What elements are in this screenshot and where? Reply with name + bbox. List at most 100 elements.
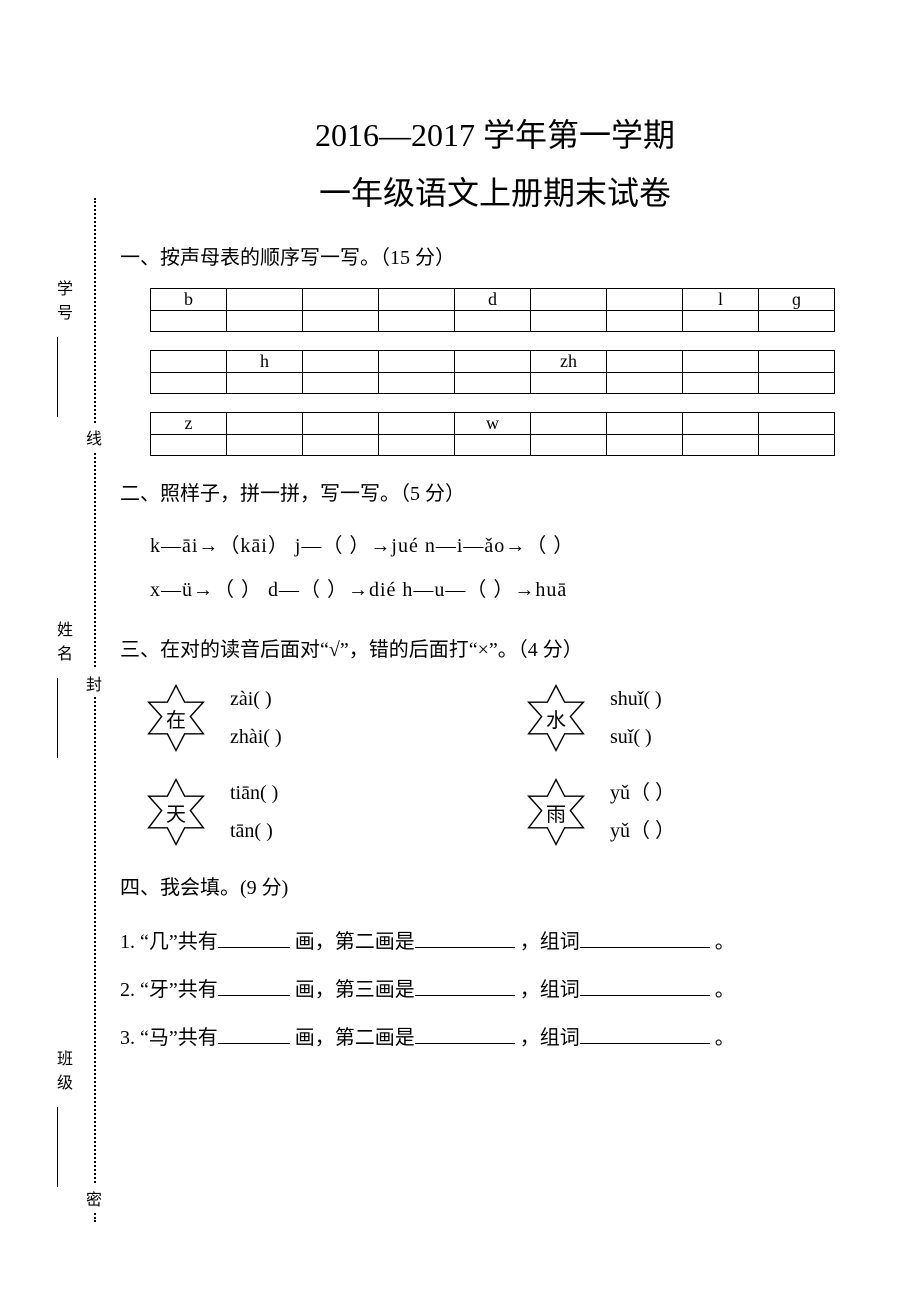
blank (218, 1024, 290, 1044)
q1-cell (607, 351, 683, 373)
q4-num: 3. (120, 1027, 135, 1049)
q4-text: “几”共有 (140, 931, 218, 953)
q1-cell: l (683, 289, 759, 311)
q1-cell (531, 413, 607, 435)
binding-label-feng: 封 (86, 669, 102, 697)
q4-text: “牙”共有 (140, 979, 218, 1001)
binding-label-mi: 密 (86, 1184, 102, 1212)
q1-cell (759, 351, 835, 373)
q4-num: 2. (120, 979, 135, 1001)
q1-cell (759, 413, 835, 435)
q3-readings: yǔ（ ） yǔ（ ） (610, 774, 675, 850)
binding-label-xian: 线 (86, 423, 102, 451)
star-char: 雨 (520, 776, 592, 848)
blank (218, 976, 290, 996)
q1-grid-3: z w (150, 412, 870, 456)
reading: zài( ) (230, 680, 282, 718)
star-shape: 雨 (520, 776, 592, 848)
q1-cell (455, 351, 531, 373)
q1-cell (303, 413, 379, 435)
q1-cell (151, 351, 227, 373)
q1-grid-1: b d l ɡ (150, 288, 870, 332)
q4-text: ，组词 (520, 931, 580, 953)
binding-strip: 密 封 线 (74, 198, 114, 1222)
field-name-line (57, 678, 58, 758)
q1-cell: d (455, 289, 531, 311)
q3-item: 雨 yǔ（ ） yǔ（ ） (520, 774, 870, 850)
star-char: 天 (140, 776, 212, 848)
reading: tān( ) (230, 812, 278, 850)
star-char: 在 (140, 682, 212, 754)
q1-cell (227, 413, 303, 435)
field-name: 姓名 (50, 621, 74, 669)
q1-cell: w (455, 413, 531, 435)
q1-cell: zh (531, 351, 607, 373)
q3-item: 在 zài( ) zhài( ) (140, 680, 490, 756)
star-shape: 水 (520, 682, 592, 754)
field-number-line (57, 337, 58, 417)
page-content: 2016—2017 学年第一学期 一年级语文上册期末试卷 一、按声母表的顺序写一… (120, 110, 870, 1062)
q1-cell (531, 289, 607, 311)
title-line1: 2016—2017 学年第一学期 (120, 110, 870, 156)
q1-cell (303, 351, 379, 373)
blank (580, 928, 710, 948)
blank (580, 1024, 710, 1044)
title-line2: 一年级语文上册期末试卷 (120, 168, 870, 214)
q3-grid: 在 zài( ) zhài( ) 水 shuǐ( ) suǐ( ) 天 (140, 680, 870, 850)
q1-cell (683, 413, 759, 435)
reading: tiān( ) (230, 774, 278, 812)
q1-cell: z (151, 413, 227, 435)
blank (415, 976, 515, 996)
blank (415, 1024, 515, 1044)
q1-cell (607, 289, 683, 311)
q3-readings: tiān( ) tān( ) (230, 774, 278, 850)
q1-heading: 一、按声母表的顺序写一写。（15 分） (120, 242, 870, 274)
binding-dotline (94, 198, 96, 1222)
q1-cell: h (227, 351, 303, 373)
q1-cell: b (151, 289, 227, 311)
q2-line1: k—āi→（kāi） j—（ ）→jué n—i—ǎo→（ ） (150, 524, 870, 568)
q4-end: 。 (715, 931, 735, 953)
q2-line2: x—ü→（ ） d—（ ）→dié h—u—（ ）→huā (150, 568, 870, 612)
q4-end: 。 (715, 1027, 735, 1049)
field-class-line (57, 1107, 58, 1187)
reading: yǔ（ ） (610, 774, 675, 812)
q4-text: ，组词 (520, 1027, 580, 1049)
field-class: 班级 (50, 1050, 74, 1098)
q3-readings: zài( ) zhài( ) (230, 680, 282, 756)
q3-readings: shuǐ( ) suǐ( ) (610, 680, 662, 756)
q1-grid-2: h zh (150, 350, 870, 394)
binding-fields: 班级 姓名 学号 (50, 200, 72, 1202)
q1-cell (607, 413, 683, 435)
reading: zhài( ) (230, 718, 282, 756)
q1-cell (379, 413, 455, 435)
star-shape: 天 (140, 776, 212, 848)
blank (580, 976, 710, 996)
q3-heading: 三、在对的读音后面对“√”，错的后面打“×”。（4 分） (120, 634, 870, 666)
q1-cell (379, 351, 455, 373)
q4-text: 画，第二画是 (295, 931, 415, 953)
q1-cell: ɡ (759, 289, 835, 311)
q1-cell (227, 289, 303, 311)
q4-text: ，组词 (520, 979, 580, 1001)
q4-text: “马”共有 (140, 1027, 218, 1049)
q4-text: 画，第三画是 (295, 979, 415, 1001)
reading: suǐ( ) (610, 718, 662, 756)
q4-text: 画，第二画是 (295, 1027, 415, 1049)
q2-heading: 二、照样子，拼一拼，写一写。（5 分） (120, 478, 870, 510)
q4-end: 。 (715, 979, 735, 1001)
q4-heading: 四、我会填。(9 分) (120, 872, 870, 904)
q4-line: 2. “牙”共有 画，第三画是 ，组词 。 (120, 966, 870, 1014)
field-number: 学号 (50, 280, 74, 328)
blank (415, 928, 515, 948)
q1-cell (303, 289, 379, 311)
q4-num: 1. (120, 931, 135, 953)
q3-item: 天 tiān( ) tān( ) (140, 774, 490, 850)
reading: shuǐ( ) (610, 680, 662, 718)
star-char: 水 (520, 682, 592, 754)
q1-cell (379, 289, 455, 311)
blank (218, 928, 290, 948)
q1-cell (683, 351, 759, 373)
q4-line: 1. “几”共有 画，第二画是 ，组词 。 (120, 918, 870, 966)
q4-line: 3. “马”共有 画，第二画是 ，组词 。 (120, 1014, 870, 1062)
